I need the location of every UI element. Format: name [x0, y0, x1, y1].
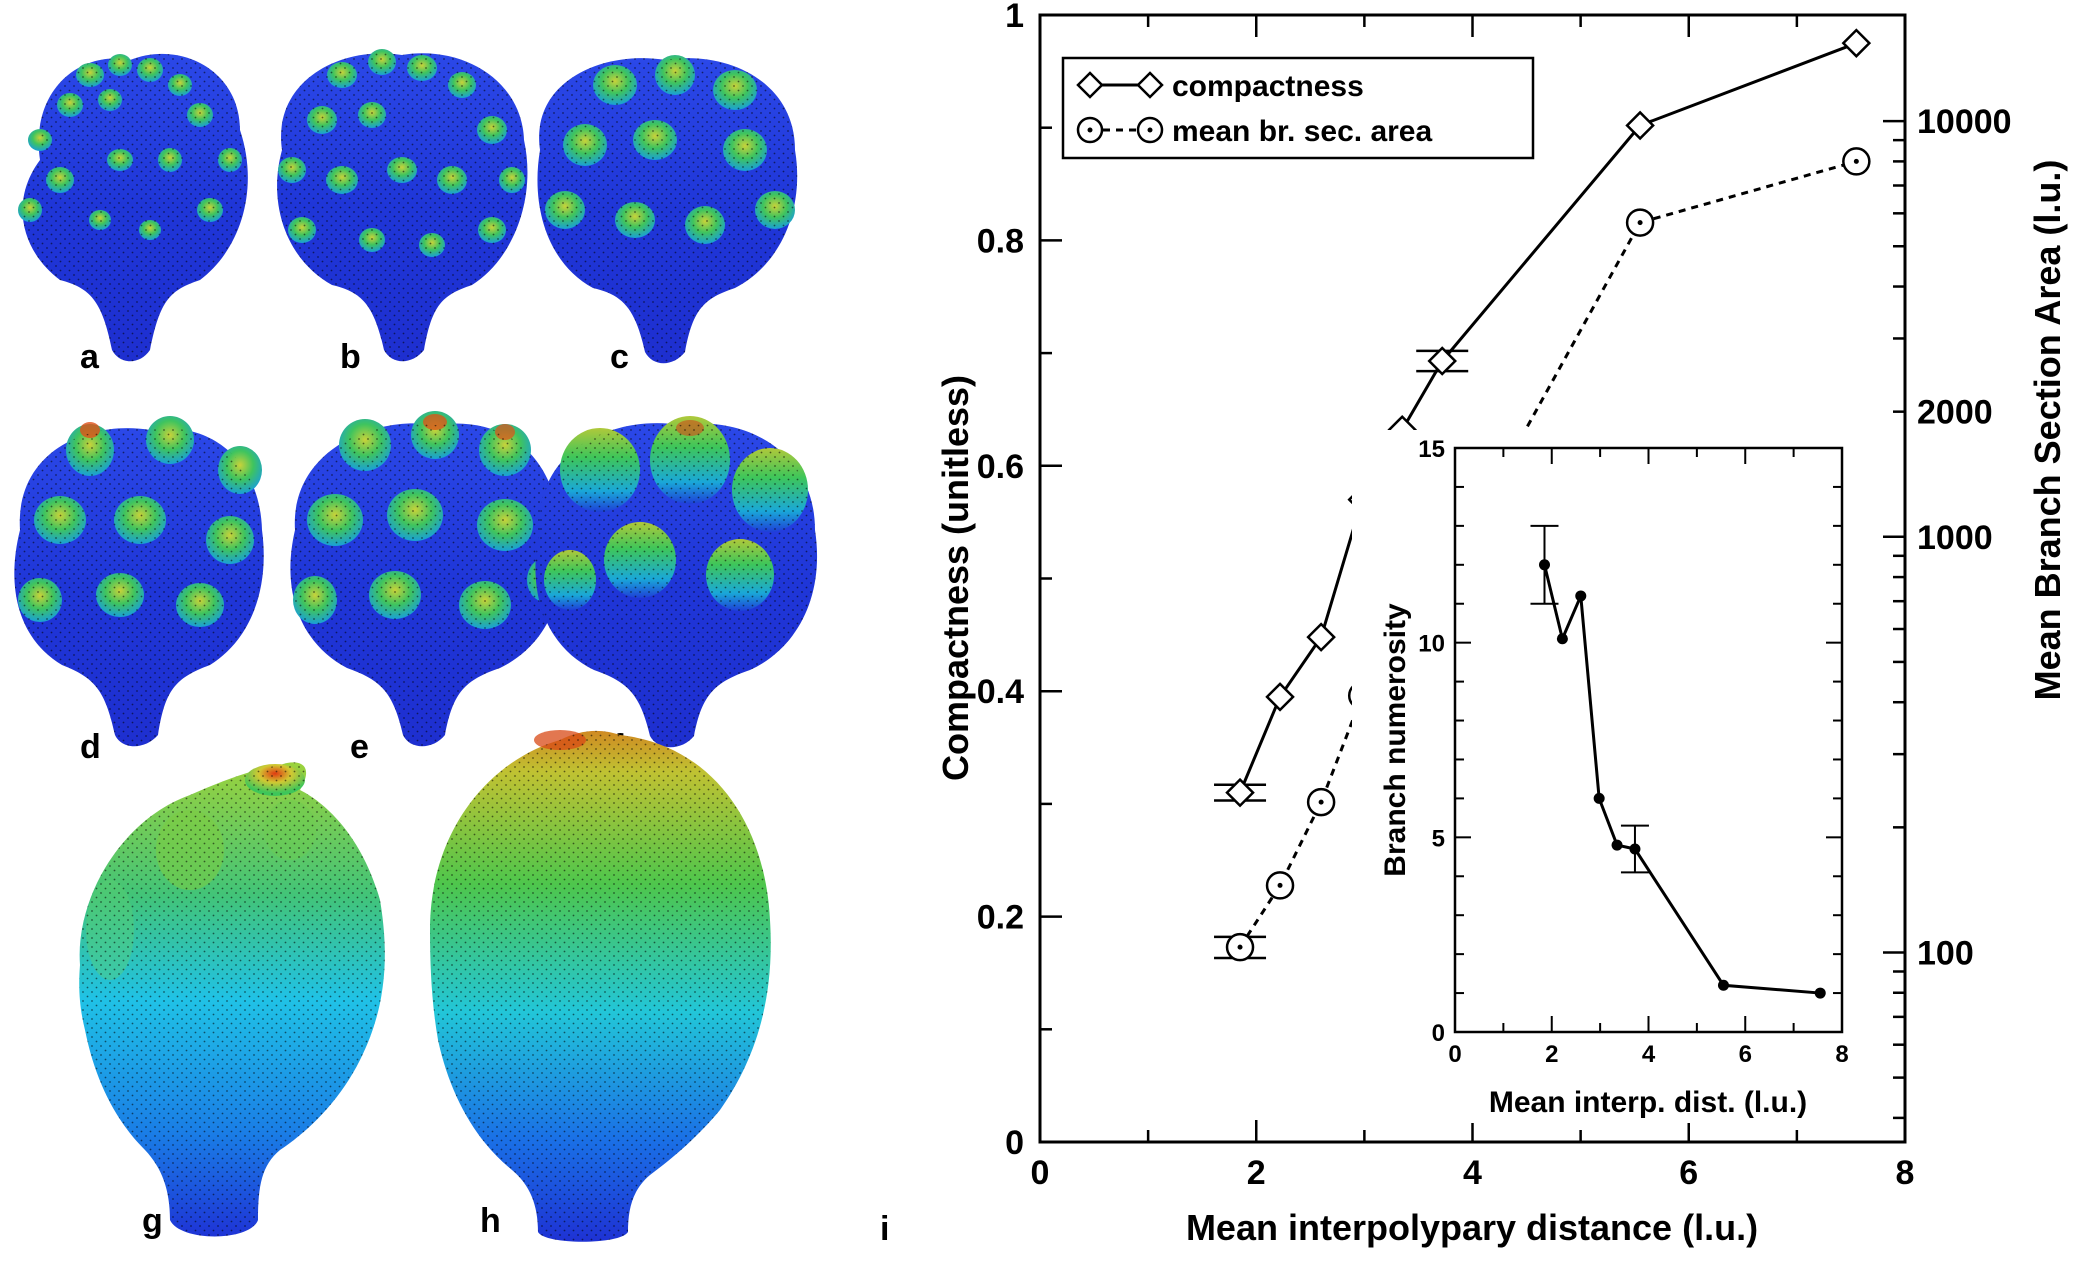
- inset-x-axis-label: Mean interp. dist. (l.u.): [1489, 1086, 1807, 1119]
- panel-letter-g: g: [142, 1202, 163, 1240]
- area-point-center: [1277, 882, 1283, 888]
- numerosity-point: [1629, 843, 1641, 855]
- inset-y-tick-label: 5: [1432, 825, 1445, 852]
- main-y-axis-label: Compactness (unitless): [935, 375, 976, 781]
- legend: compactness mean br. sec. area: [1061, 56, 1535, 160]
- y-tick-label: 0.8: [977, 222, 1024, 260]
- area-point-center: [1318, 799, 1324, 805]
- main-y2-axis-label: Mean Branch Section Area (l.u.): [2027, 160, 2068, 701]
- numerosity-point: [1611, 839, 1623, 851]
- compactness-point: [1625, 110, 1655, 141]
- inset-chart: 0 2 4 6 8 0 5 10 15 Mean interp. dist. (l.u.) Br…: [1352, 430, 1852, 1123]
- panel-letter-h: h: [480, 1202, 501, 1240]
- coral-render-d: [14, 416, 264, 747]
- main-x-axis-label: Mean interpolypary distance (l.u.): [1186, 1207, 1758, 1248]
- x-tick-label: 2: [1247, 1154, 1266, 1192]
- coral-render-c: [537, 55, 798, 364]
- compactness-point: [1306, 622, 1336, 652]
- numerosity-point: [1575, 590, 1587, 602]
- compactness-point: [1841, 28, 1872, 58]
- x-tick-label: 0: [1031, 1154, 1050, 1192]
- y2-tick-label: 10000: [1917, 103, 2012, 141]
- coral-render-e: [290, 411, 563, 747]
- x-tick-label: 4: [1463, 1154, 1482, 1192]
- compactness-point: [1265, 682, 1295, 712]
- inset-x-tick-label: 6: [1739, 1041, 1752, 1068]
- y2-tick-label: 1000: [1917, 519, 1993, 557]
- y2-tick-label: 2000: [1917, 394, 1993, 432]
- inset-x-tick-label: 8: [1835, 1041, 1848, 1068]
- numerosity-point: [1717, 979, 1729, 991]
- inset-y-axis-label: Branch numerosity: [1379, 603, 1412, 877]
- inset-x-tick-label: 0: [1448, 1041, 1461, 1068]
- y-tick-label: 0.2: [977, 899, 1024, 937]
- legend-label-area: mean br. sec. area: [1172, 115, 1432, 148]
- coral-render-h: [430, 730, 771, 1242]
- coral-render-g: [79, 762, 385, 1237]
- inset-axis-ticks: [1454, 447, 1843, 1033]
- y-tick-label: 1: [1005, 0, 1024, 35]
- panel-letter-b: b: [340, 338, 361, 376]
- inset-x-tick-label: 2: [1545, 1041, 1558, 1068]
- numerosity-point: [1556, 633, 1568, 645]
- numerosity-line: [1543, 564, 1821, 995]
- y2-tick-label: 100: [1917, 934, 1974, 972]
- inset-x-tick-label: 4: [1642, 1041, 1656, 1068]
- inset-y-tick-label: 0: [1432, 1020, 1445, 1047]
- legend-entry-compactness: compactness: [1076, 70, 1364, 103]
- area-point-center: [1237, 944, 1243, 950]
- panel-letter-c: c: [610, 338, 629, 376]
- inset-y-tick-label: 10: [1418, 631, 1445, 658]
- panel-letter-d: d: [80, 728, 101, 766]
- y-tick-label: 0: [1005, 1124, 1024, 1162]
- inset-y-tick-label: 15: [1418, 436, 1445, 463]
- area-point-center: [1853, 158, 1859, 164]
- compactness-point: [1225, 777, 1255, 808]
- inset-tick-labels: 0 2 4 6 8 0 5 10 15: [1418, 436, 1848, 1068]
- legend-box: [1061, 56, 1535, 160]
- panel-letter-a: a: [80, 338, 100, 376]
- area-point-center: [1637, 220, 1643, 226]
- coral-render-b: [277, 49, 528, 362]
- panel-letter-i: i: [880, 1210, 889, 1248]
- numerosity-point: [1538, 559, 1550, 571]
- inset-background: [1352, 430, 1852, 1123]
- x-tick-label: 6: [1679, 1154, 1698, 1192]
- main-axis-ticks: [1038, 13, 1907, 1144]
- coral-render-f: [535, 416, 818, 748]
- y-tick-label: 0.4: [977, 673, 1024, 711]
- inset-series-layer: [1530, 524, 1826, 999]
- y-tick-label: 0.6: [977, 448, 1024, 486]
- numerosity-point: [1814, 987, 1826, 999]
- panel-letter-e: e: [350, 728, 369, 766]
- numerosity-point: [1593, 792, 1605, 804]
- x-tick-label: 8: [1896, 1154, 1915, 1192]
- compactness-point: [1427, 346, 1457, 376]
- coral-render-a: [18, 53, 248, 362]
- legend-label-compactness: compactness: [1172, 70, 1364, 103]
- legend-entry-area: mean br. sec. area: [1076, 115, 1432, 148]
